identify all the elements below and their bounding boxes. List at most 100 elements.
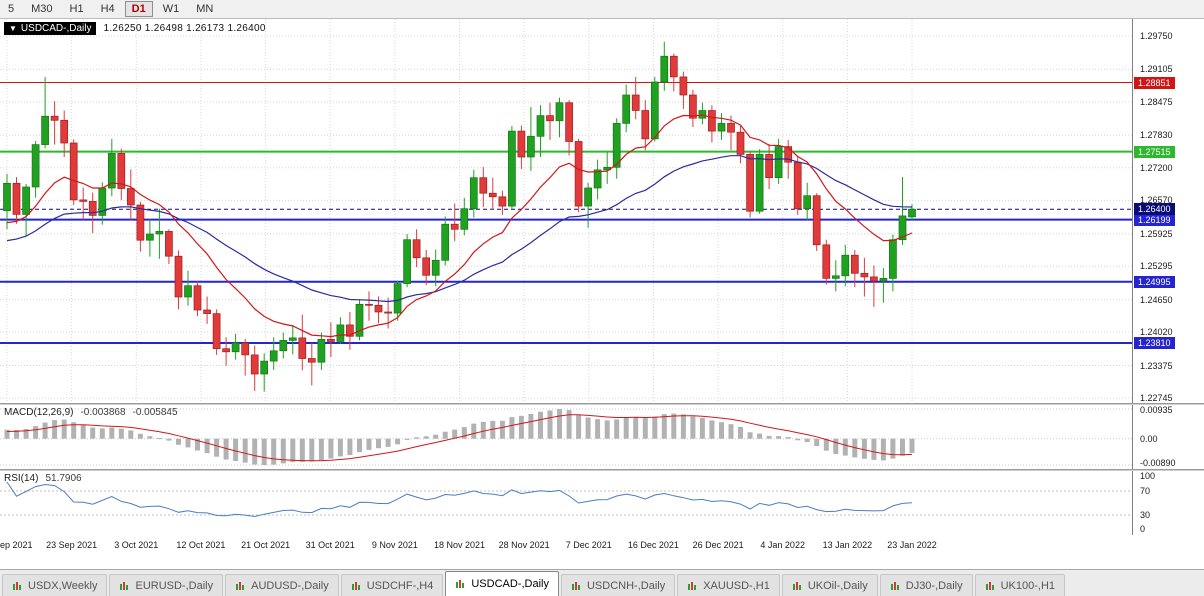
tab-label: AUDUSD-,Daily [251, 579, 329, 592]
price-axis-label: 1.24650 [1140, 294, 1173, 305]
date-label: 23 Sep 2021 [46, 540, 98, 550]
timeframe-button-h4[interactable]: H4 [100, 3, 115, 15]
tab-usdcnh-daily[interactable]: USDCNH-,Daily [560, 574, 676, 596]
price-axis-label: 1.29750 [1140, 31, 1173, 42]
date-label: 3 Oct 2021 [114, 540, 159, 550]
macd-signal-value: -0.005845 [132, 407, 178, 418]
chart-title: ▼ USDCAD-,Daily 1.26250 1.26498 1.26173 … [4, 22, 266, 35]
chart-icon [890, 581, 899, 590]
timeframe-button-mn[interactable]: MN [196, 3, 214, 15]
rsi-value: 51.7906 [45, 473, 82, 484]
macd-signal-line [6, 414, 913, 462]
tab-usdcad-daily[interactable]: USDCAD-,Daily [445, 571, 559, 596]
current-price-badge: 1.26400 [1134, 203, 1175, 216]
date-label: 13 Jan 2022 [822, 540, 873, 550]
rsi-line [6, 481, 913, 518]
chart-region: 1.29750 1.29105 1.28475 1.27830 1.27200 1.265… [0, 19, 1204, 569]
tab-dj30-daily[interactable]: DJ30-,Daily [879, 574, 973, 596]
rsi-chart[interactable] [0, 471, 1132, 535]
chart-icon [120, 581, 129, 590]
tab-usdx-weekly[interactable]: USDX,Weekly [2, 574, 108, 596]
timeframe-toolbar: 5 M30 H1 H4 D1 W1 MN [0, 0, 1204, 19]
tab-label: USDCHF-,H4 [366, 579, 434, 592]
timeframe-button-5[interactable]: 5 [8, 3, 15, 15]
chart-icon [13, 581, 21, 590]
tab-ukoil-daily[interactable]: UKOil-,Daily [781, 574, 878, 596]
price-axis-label: 1.25295 [1140, 261, 1173, 272]
chart-icon [571, 581, 580, 590]
symbol-dropdown-icon[interactable]: ▼ [9, 23, 17, 33]
date-label: 9 Nov 2021 [371, 540, 418, 550]
ma-fast-line [6, 114, 913, 338]
rsi-panel: 100 70 30 0 RSI(14) 51.7906 [0, 471, 1204, 535]
price-axis-label: 1.28475 [1140, 96, 1173, 107]
price-chart-panel: 1.29750 1.29105 1.28475 1.27830 1.27200 1.265… [0, 19, 1204, 403]
symbol-label[interactable]: ▼ USDCAD-,Daily [4, 22, 97, 35]
price-axis-label: 1.23375 [1140, 360, 1173, 371]
date-label: 14 Sep 2021 [0, 540, 33, 550]
price-line-badge: 1.28851 [1134, 76, 1175, 89]
price-axis-label: 1.25925 [1140, 228, 1173, 239]
tab-label: USDX,Weekly [28, 579, 98, 592]
tab-label: USDCNH-,Daily [586, 579, 666, 592]
rsi-title: RSI(14) 51.7906 [4, 473, 82, 484]
rsi-axis: 100 70 30 0 [1132, 471, 1204, 535]
price-axis-label: 1.22745 [1140, 393, 1173, 403]
date-label: 12 Oct 2021 [176, 540, 226, 550]
timeframe-button-w1[interactable]: W1 [162, 3, 180, 15]
chart-icon [351, 581, 360, 590]
date-label: 18 Nov 2021 [433, 540, 486, 550]
tab-label: DJ30-,Daily [905, 579, 963, 592]
price-line-badge: 1.24995 [1134, 275, 1175, 288]
candlestick-chart[interactable] [0, 19, 1132, 403]
timeframe-button-m30[interactable]: M30 [31, 3, 53, 15]
date-label: 4 Jan 2022 [760, 540, 805, 550]
date-label: 26 Dec 2021 [692, 540, 744, 550]
panel-splitter[interactable] [0, 469, 1204, 471]
tab-label: EURUSD-,Daily [135, 579, 214, 592]
date-label: 28 Nov 2021 [498, 540, 550, 550]
price-axis-label: 1.24020 [1140, 327, 1173, 338]
time-axis: 14 Sep 2021 23 Sep 2021 3 Oct 2021 12 Oct 2… [0, 535, 1204, 555]
timeframe-button-d1[interactable]: D1 [124, 1, 153, 17]
tab-uk100-h1[interactable]: UK100-,H1 [974, 574, 1066, 596]
tab-usdchf-h4[interactable]: USDCHF-,H4 [340, 574, 444, 596]
chart-tabs: USDX,Weekly EURUSD-,Daily AUDUSD-,Daily USD… [0, 569, 1204, 596]
horizontal-lines [0, 82, 1132, 344]
tab-label: XAUUSD-,H1 [703, 579, 770, 592]
symbol-name: USDCAD-,Daily [20, 23, 92, 34]
date-label: 23 Jan 2022 [887, 540, 937, 550]
rsi-axis-label: 30 [1140, 510, 1151, 520]
chart-icon [985, 581, 994, 590]
date-label: 21 Oct 2021 [241, 540, 291, 550]
tab-eurusd-daily[interactable]: EURUSD-,Daily [109, 574, 224, 596]
price-axis-label: 1.27830 [1140, 130, 1173, 141]
macd-axis-label: 0.00 [1140, 433, 1158, 444]
date-label: 7 Dec 2021 [565, 540, 612, 550]
chart-icon [236, 581, 245, 590]
panel-splitter[interactable] [0, 403, 1204, 405]
price-axis-label: 1.29105 [1140, 64, 1173, 75]
price-line-badge: 1.26199 [1134, 213, 1175, 226]
macd-axis-label: -0.00890 [1140, 458, 1176, 468]
macd-axis-label: 0.00935 [1140, 405, 1173, 415]
price-axis-label: 1.26570 [1140, 195, 1173, 206]
date-label: 31 Oct 2021 [305, 540, 355, 550]
tab-label: UK100-,H1 [1000, 579, 1056, 592]
rsi-axis-label: 100 [1140, 471, 1156, 481]
timeframe-button-h1[interactable]: H1 [69, 3, 84, 15]
macd-chart[interactable] [0, 405, 1132, 469]
price-line-badge: 1.27515 [1134, 145, 1175, 158]
ohlc-readout: 1.26250 1.26498 1.26173 1.26400 [103, 23, 266, 34]
macd-panel: 0.00935 0.00 -0.00890 MACD(12,26,9) -0.003… [0, 405, 1204, 469]
bottom-strip [0, 555, 1204, 569]
tab-audusd-daily[interactable]: AUDUSD-,Daily [225, 574, 339, 596]
macd-histogram [4, 409, 915, 465]
macd-axis: 0.00935 0.00 -0.00890 [1132, 405, 1204, 469]
rsi-axis-label: 70 [1140, 486, 1151, 496]
tab-label: UKOil-,Daily [807, 579, 868, 592]
chart-icon [792, 581, 801, 590]
tab-xauusd-h1[interactable]: XAUUSD-,H1 [677, 574, 780, 596]
macd-title: MACD(12,26,9) -0.003868 -0.005845 [4, 407, 178, 418]
